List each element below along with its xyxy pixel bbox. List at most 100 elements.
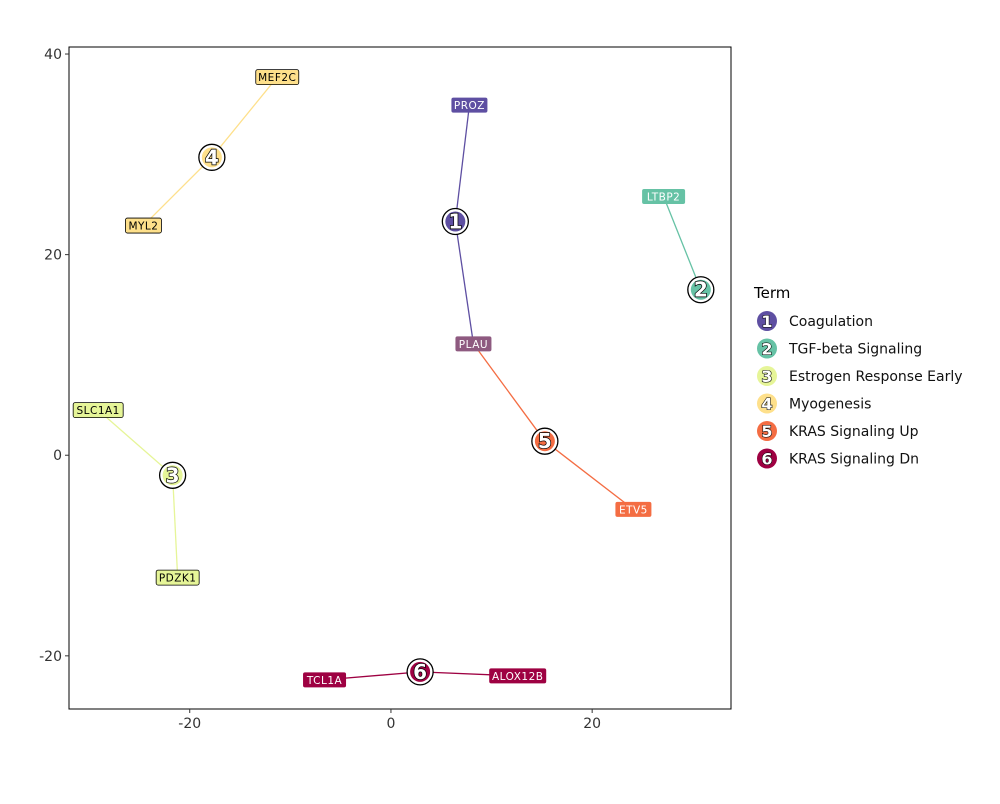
term-node-number: 1: [761, 312, 772, 331]
term-node-fill: [757, 393, 777, 414]
edge-1-plau: [454, 221, 475, 344]
term-node-number: 4: [761, 395, 772, 414]
gene-label-text: LTBP2: [647, 191, 681, 203]
gene-label-box: [455, 336, 492, 352]
term-node-fill: [445, 211, 466, 232]
legend-label: KRAS Signaling Dn: [789, 452, 919, 468]
x-tick-label: -20: [178, 716, 201, 732]
term-node-number: 3: [166, 463, 180, 487]
legend-label: Myogenesis: [789, 397, 871, 413]
y-tick-label: 20: [44, 248, 62, 264]
legend-item-3: 3 Estrogen Response Early: [757, 366, 963, 387]
gene-label-box: [451, 97, 488, 113]
gene-label-etv5: ETV5: [615, 501, 652, 517]
term-node-number: 4: [205, 145, 219, 169]
term-node-2: 2: [687, 276, 715, 304]
term-node-fill: [757, 338, 777, 359]
gene-label-slc1a1: SLC1A1: [72, 402, 124, 418]
edge-2-ltbp2: [662, 196, 702, 290]
gene-label-text: ALOX12B: [492, 671, 544, 683]
terms-layer: 1 2 3 4 5 6: [158, 143, 715, 686]
edge-3-pdzk1: [171, 475, 179, 578]
gene-label-pdzk1: PDZK1: [155, 569, 200, 586]
term-node-number: 5: [538, 429, 552, 453]
term-node-number: 6: [761, 450, 772, 469]
legend-label: KRAS Signaling Up: [789, 424, 919, 440]
edge-5-etv5: [544, 440, 634, 510]
x-tick-label: 20: [583, 716, 601, 732]
term-node-3: 3: [158, 461, 187, 489]
term-node-number: 2: [694, 278, 708, 302]
legend-label: Estrogen Response Early: [789, 369, 963, 385]
gene-label-box: [72, 402, 124, 418]
term-node-fill: [757, 311, 777, 331]
gene-label-text: PDZK1: [159, 573, 197, 585]
legend-key-5: 5: [757, 421, 777, 442]
legend-item-6: 6 KRAS Signaling Dn: [757, 448, 919, 469]
gene-label-box: [642, 188, 686, 204]
legend-label: TGF-beta Signaling: [788, 342, 922, 358]
edge-4-mef2c: [211, 76, 278, 158]
x-tick-label: 0: [386, 716, 395, 732]
legend-key-6: 6: [757, 448, 777, 469]
gene-label-text: SLC1A1: [76, 405, 119, 417]
term-node-number: 6: [413, 660, 427, 684]
legend-title: Term: [753, 284, 790, 302]
term-node-1: 1: [441, 207, 469, 236]
genes-layer: PROZ LTBP2 PLAU MEF2C MYL2 SLC1A1 PDZK1 ETV5 TCL…: [72, 69, 686, 688]
edge-5-plau: [472, 343, 546, 442]
term-node-fill: [757, 366, 777, 386]
term-node-number: 2: [761, 340, 772, 359]
term-node-fill: [162, 465, 183, 486]
term-node-number: 5: [761, 422, 772, 441]
gene-label-proz: PROZ: [451, 97, 488, 113]
gene-label-text: PLAU: [459, 339, 488, 351]
term-node-number: 3: [761, 367, 772, 386]
term-node-fill: [534, 431, 555, 452]
term-node-6: 6: [406, 658, 434, 686]
term-node-fill: [757, 448, 777, 469]
gene-label-text: ETV5: [619, 504, 648, 516]
term-node-5: 5: [531, 427, 559, 455]
axes-layer: -20 0 20 -20 0 20 40: [39, 47, 601, 732]
y-tick-label: 0: [53, 448, 62, 464]
term-node-fill: [757, 421, 777, 441]
legend-label: Coagulation: [789, 314, 873, 330]
gene-label-mef2c: MEF2C: [255, 69, 300, 85]
gene-label-text: TCL1A: [306, 675, 343, 687]
gene-label-text: MYL2: [128, 221, 158, 233]
gene-label-plau: PLAU: [455, 336, 492, 352]
edge-1-proz: [454, 105, 471, 222]
y-tick-label: -20: [39, 649, 62, 665]
gene-label-box: [125, 217, 162, 234]
y-tick-label: 40: [44, 47, 62, 63]
gene-label-text: MEF2C: [258, 72, 296, 84]
legend-key-1: 1: [757, 311, 777, 332]
gene-label-alox12b: ALOX12B: [489, 668, 547, 684]
edge-3-slc1a1: [97, 409, 174, 476]
plot-panel: [68, 46, 732, 710]
edge-4-myl2: [142, 156, 213, 226]
gene-label-box: [255, 69, 300, 85]
gene-label-ltbp2: LTBP2: [642, 188, 686, 204]
gene-label-text: PROZ: [454, 100, 485, 112]
legend-item-4: 4 Myogenesis: [757, 393, 871, 414]
gene-label-box: [303, 672, 347, 688]
legend-item-1: 1 Coagulation: [757, 311, 873, 332]
gene-label-myl2: MYL2: [125, 217, 162, 234]
legend-item-2: 2 TGF-beta Signaling: [757, 338, 922, 359]
term-node-fill: [201, 147, 222, 168]
term-node-4: 4: [198, 143, 226, 171]
legend-key-3: 3: [757, 366, 777, 387]
gene-label-tcl1a: TCL1A: [303, 672, 347, 688]
legend-key-2: 2: [757, 338, 777, 359]
term-node-fill: [410, 661, 431, 682]
legend-item-5: 5 KRAS Signaling Up: [757, 421, 919, 442]
term-node-number: 1: [448, 210, 462, 234]
legend-key-4: 4: [757, 393, 777, 414]
gene-label-box: [155, 569, 200, 586]
gene-label-box: [615, 501, 652, 517]
gene-label-box: [489, 668, 547, 684]
